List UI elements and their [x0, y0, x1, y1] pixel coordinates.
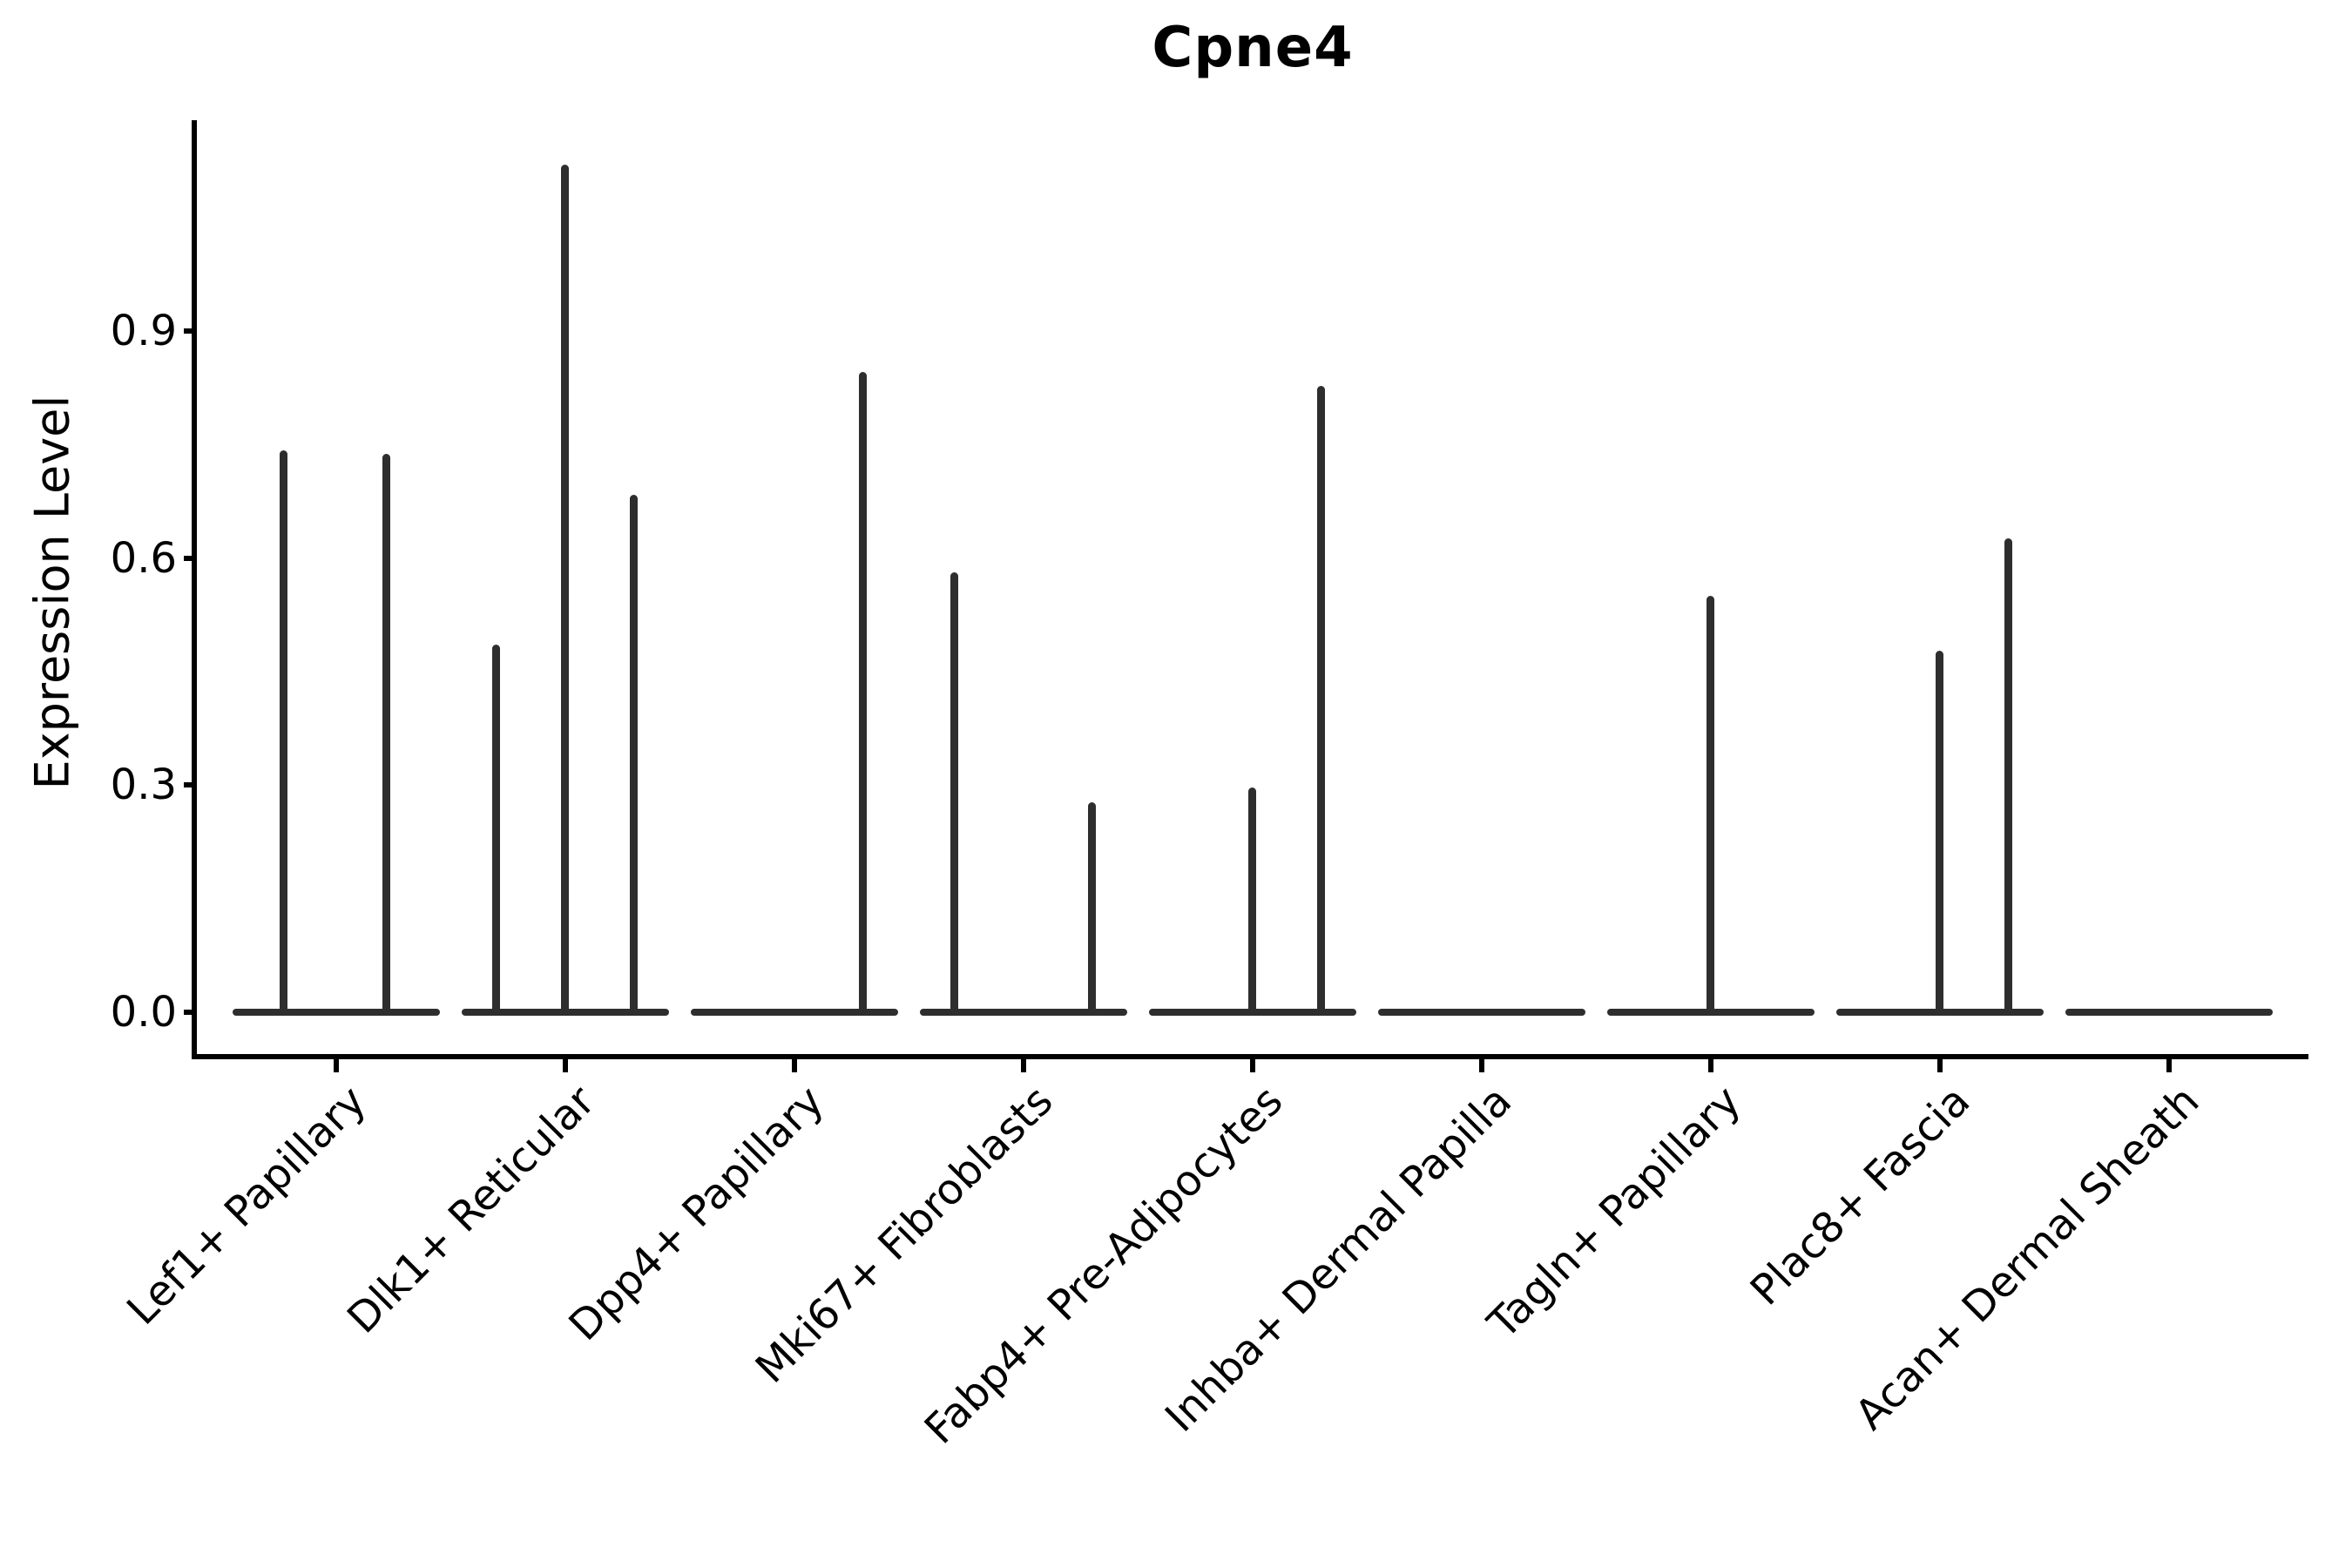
x-tick-label: Dlk1+ Reticular [338, 1076, 605, 1343]
violin-spike [1317, 386, 1325, 1016]
y-axis-spine [192, 120, 197, 1059]
x-tick-label: Dpp4+ Papillary [559, 1076, 834, 1350]
y-tick-mark [184, 782, 197, 788]
violin-baseline [919, 1009, 1127, 1016]
violin-spike [950, 572, 958, 1016]
violin-spike [1707, 596, 1714, 1016]
y-tick-label: 0.6 [110, 533, 177, 583]
y-tick-label: 0.0 [110, 988, 177, 1037]
violin-spike [1936, 651, 1943, 1016]
x-axis-spine [192, 1054, 2308, 1059]
violin-baseline [690, 1009, 898, 1016]
x-tick-label: Lef1+ Papillary [117, 1076, 375, 1335]
violin-spike [2004, 538, 2012, 1016]
y-axis-label: Expression Level [24, 395, 80, 790]
violin-baseline [1377, 1009, 1585, 1016]
y-tick-label: 0.9 [110, 306, 177, 355]
x-tick-mark [2166, 1059, 2172, 1072]
y-tick-mark [184, 328, 197, 334]
x-tick-mark [1020, 1059, 1026, 1072]
x-tick-label: Tagln+ Papillary [1478, 1076, 1750, 1348]
y-tick-mark [184, 1010, 197, 1015]
x-tick-mark [562, 1059, 568, 1072]
x-tick-mark [333, 1059, 339, 1072]
chart-title: Cpne4 [1152, 16, 1354, 80]
y-tick-label: 0.3 [110, 760, 177, 810]
violin-baseline [232, 1009, 440, 1016]
violin-spike [1088, 802, 1096, 1016]
y-tick-mark [184, 555, 197, 561]
x-tick-mark [1707, 1059, 1713, 1072]
violin-spike [630, 495, 638, 1016]
x-tick-mark [1249, 1059, 1255, 1072]
violin-spike [1248, 787, 1256, 1016]
x-tick-mark [791, 1059, 797, 1072]
x-tick-mark [1478, 1059, 1484, 1072]
violin-spike [561, 165, 569, 1016]
violin-spike [382, 454, 390, 1016]
x-tick-mark [1936, 1059, 1943, 1072]
violin-baseline [2065, 1009, 2273, 1016]
x-tick-label: Plac8+ Fascia [1740, 1076, 1979, 1315]
violin-spike [492, 645, 500, 1016]
violin-spike [859, 372, 867, 1016]
violin-spike [280, 450, 287, 1016]
